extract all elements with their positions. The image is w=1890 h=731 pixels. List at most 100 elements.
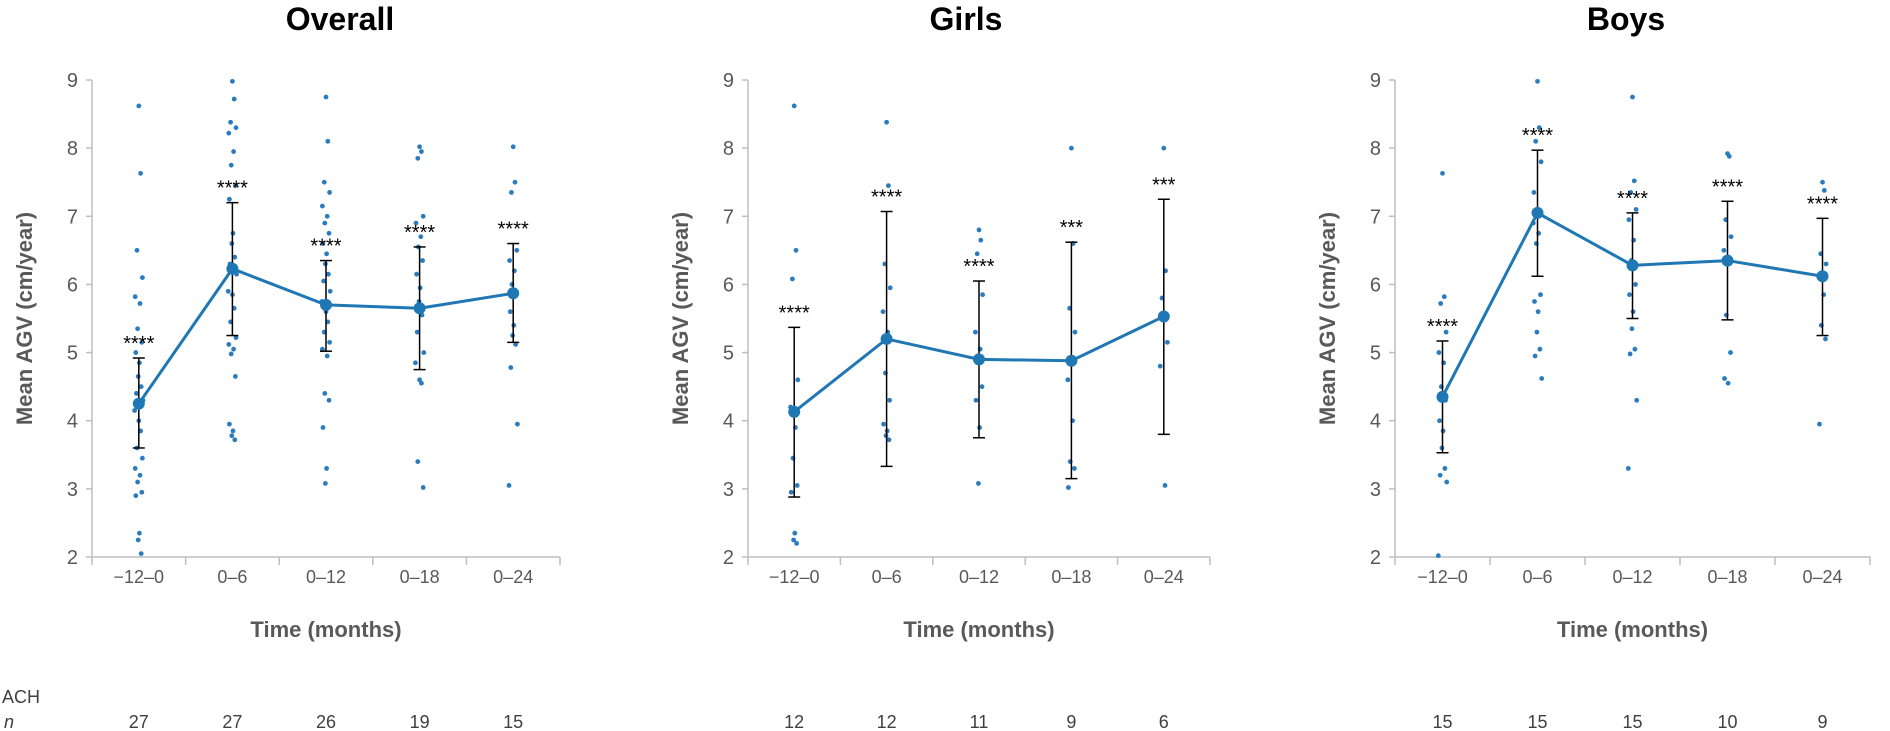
mean-marker — [132, 397, 145, 410]
mean-marker — [1436, 390, 1449, 403]
panel-title: Overall — [286, 1, 395, 37]
x-axis-label: Time (months) — [903, 617, 1054, 642]
mean-marker — [788, 405, 801, 418]
data-point — [226, 341, 232, 347]
mean-marker — [320, 298, 332, 311]
data-point — [327, 190, 332, 195]
data-point — [1066, 485, 1071, 490]
panel-2: Boys 2 3 4 5 6 7 8 9 −12–0 0–6 0–12 0–18 0–24 Time (mo… — [1315, 1, 1871, 731]
data-point — [417, 144, 422, 150]
data-point — [1535, 78, 1540, 84]
data-point — [324, 251, 329, 257]
y-tick-label: 8 — [723, 138, 734, 160]
data-point — [321, 179, 327, 185]
data-point — [415, 155, 421, 161]
data-point — [884, 119, 889, 125]
data-point — [1436, 350, 1442, 355]
data-point — [1072, 466, 1077, 471]
data-point — [1627, 292, 1632, 298]
data-point — [1437, 418, 1442, 424]
data-point — [228, 162, 234, 168]
data-point — [507, 258, 512, 263]
mean-marker — [1157, 310, 1170, 323]
y-tick-label: 2 — [1370, 547, 1381, 569]
data-point — [323, 481, 328, 486]
n-count: 12 — [877, 712, 897, 731]
y-tick-label: 6 — [1370, 274, 1381, 296]
data-point — [323, 94, 329, 100]
panel-1: Girls 2 3 4 5 6 7 8 9 −12–0 0–6 0–12 0–18 0–24 Time (m… — [668, 1, 1211, 731]
data-point — [1532, 299, 1537, 304]
data-point — [1728, 350, 1733, 355]
data-point — [326, 397, 332, 403]
mean-marker — [507, 287, 520, 300]
significance-label: **** — [123, 333, 154, 355]
n-count: 19 — [410, 712, 430, 731]
data-point — [973, 397, 979, 403]
data-point — [229, 433, 235, 439]
data-point — [233, 125, 239, 131]
y-tick-label: 9 — [723, 70, 734, 92]
mean-marker — [1531, 206, 1544, 219]
data-point — [513, 341, 518, 347]
data-point — [415, 459, 421, 464]
footer-group-label: ACH — [2, 687, 40, 707]
data-point — [1443, 329, 1449, 335]
data-point — [976, 481, 981, 486]
data-point — [1539, 376, 1545, 381]
data-point — [976, 227, 982, 233]
x-tick-label: 0–18 — [1707, 567, 1747, 587]
data-point — [1728, 234, 1734, 240]
data-point — [1634, 397, 1640, 403]
data-point — [420, 213, 426, 219]
data-point — [508, 365, 514, 370]
data-point — [794, 483, 800, 488]
data-point — [134, 247, 140, 253]
data-point — [1441, 294, 1447, 300]
data-point — [509, 190, 514, 195]
data-point — [1630, 94, 1635, 100]
data-point — [1725, 380, 1731, 386]
y-tick-label: 9 — [1370, 70, 1381, 92]
data-point — [418, 234, 424, 240]
data-point — [510, 144, 516, 150]
data-point — [1627, 351, 1633, 357]
y-tick-label: 3 — [67, 479, 78, 501]
data-point — [1534, 329, 1540, 335]
data-point — [793, 247, 799, 253]
data-point — [133, 350, 139, 355]
data-point — [978, 237, 984, 243]
data-point — [1536, 125, 1542, 131]
x-axis-label: Time (months) — [1557, 617, 1708, 642]
data-point — [1633, 207, 1639, 212]
data-point — [1535, 309, 1541, 315]
data-point — [321, 278, 326, 284]
data-point — [1629, 326, 1635, 332]
significance-label: **** — [310, 236, 341, 258]
data-point — [1821, 187, 1827, 193]
y-tick-label: 7 — [1370, 206, 1381, 228]
significance-label: **** — [404, 222, 435, 244]
significance-label: **** — [1427, 316, 1458, 338]
data-point — [887, 285, 893, 291]
data-point — [138, 551, 144, 556]
y-tick-label: 6 — [67, 274, 78, 296]
y-tick-label: 7 — [723, 206, 734, 228]
n-count: 6 — [1159, 712, 1169, 731]
data-point — [320, 241, 326, 246]
panel-title: Boys — [1587, 1, 1665, 37]
data-point — [419, 149, 424, 154]
y-tick-label: 6 — [723, 274, 734, 296]
data-point — [1162, 483, 1168, 488]
data-point — [1442, 466, 1448, 471]
data-point — [327, 288, 333, 294]
y-tick-label: 5 — [67, 343, 78, 365]
n-count: 15 — [503, 712, 523, 731]
y-tick-label: 4 — [723, 411, 734, 433]
data-point — [134, 391, 139, 396]
data-point — [227, 421, 232, 427]
n-count: 27 — [222, 712, 242, 731]
data-point — [132, 294, 138, 300]
n-count: 9 — [1817, 712, 1827, 731]
